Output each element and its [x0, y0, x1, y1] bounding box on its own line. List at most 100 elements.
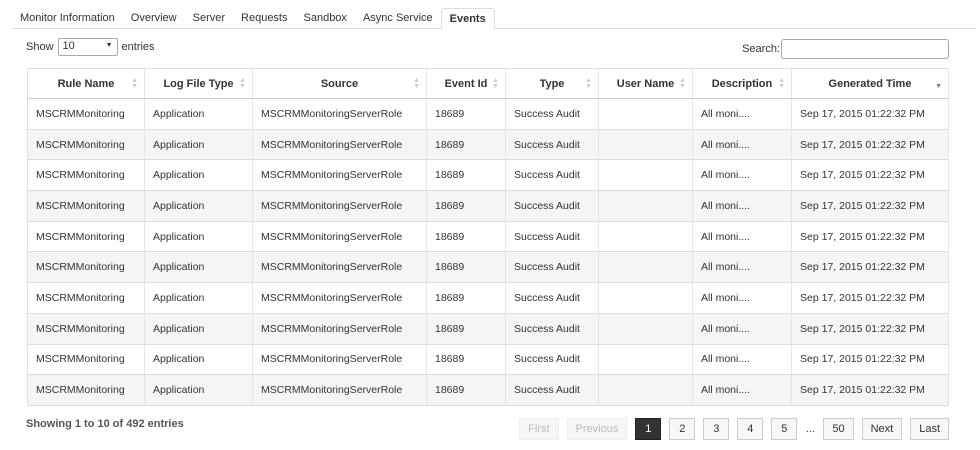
table-cell: 18689 — [426, 374, 506, 406]
table-cell: Sep 17, 2015 01:22:32 PM — [791, 313, 949, 345]
table-cell: Application — [144, 98, 253, 130]
table-info: Showing 1 to 10 of 492 entries — [26, 418, 184, 430]
tab[interactable]: Overview — [130, 12, 177, 24]
table-cell — [598, 159, 693, 192]
sort-icon: ▲ ▼ — [131, 77, 138, 90]
table-cell: All moni.... — [692, 313, 792, 345]
page-button: ... — [805, 423, 815, 435]
table-cell: MSCRMMonitoring — [27, 374, 145, 406]
table-cell — [598, 129, 693, 161]
table-cell: All moni.... — [692, 282, 792, 314]
column-header[interactable]: Type ▲ ▼ — [505, 68, 599, 99]
column-header[interactable]: Event Id ▲ ▼ — [426, 68, 506, 99]
table-cell: Application — [144, 221, 253, 253]
table-cell: Success Audit — [505, 159, 599, 192]
sort-icon: ▲ ▼ — [413, 77, 420, 90]
table-cell: Success Audit — [505, 129, 599, 161]
table-cell: MSCRMMonitoringServerRole — [252, 313, 427, 345]
page-button[interactable]: 5 — [771, 418, 798, 440]
table-cell: MSCRMMonitoringServerRole — [252, 374, 427, 406]
search-label: Search: — [742, 43, 780, 55]
search-input[interactable] — [781, 39, 949, 59]
tab[interactable]: Server — [192, 12, 226, 24]
sort-icon: ▲ ▼ — [492, 77, 499, 90]
sort-icon: ▲ ▼ — [585, 77, 592, 90]
page-button[interactable]: 1 — [635, 418, 662, 440]
table-cell: 18689 — [426, 98, 506, 130]
table-cell: Success Audit — [505, 251, 599, 284]
sort-icon: ▲ ▼ — [679, 77, 686, 90]
table-cell: Application — [144, 344, 253, 376]
tab[interactable]: Requests — [241, 12, 288, 24]
length-select[interactable]: 10 — [57, 38, 118, 56]
table-cell — [598, 98, 693, 130]
page-button[interactable]: Previous — [566, 418, 628, 440]
tab[interactable]: Async Service — [362, 12, 433, 24]
table-cell: MSCRMMonitoring — [27, 313, 145, 345]
table-cell: MSCRMMonitoring — [27, 98, 145, 130]
page-button[interactable]: Next — [861, 418, 903, 440]
column-header[interactable]: User Name ▲ ▼ — [598, 68, 693, 99]
table-cell — [598, 251, 693, 284]
tab[interactable]: Sandbox — [303, 12, 347, 24]
table-cell: 18689 — [426, 159, 506, 192]
column-header[interactable]: Log File Type ▲ ▼ — [144, 68, 253, 99]
table-cell: Application — [144, 159, 253, 192]
table-row: MSCRMMonitoring Application MSCRMMonitorin… — [27, 221, 949, 253]
page-button[interactable]: Last — [910, 418, 949, 440]
column-title: Log File Type — [163, 77, 234, 90]
table-cell — [598, 374, 693, 406]
page-button[interactable]: First — [519, 418, 559, 440]
column-header[interactable]: Generated Time ▼ — [791, 68, 949, 99]
table-cell: All moni.... — [692, 344, 792, 376]
table-cell: 18689 — [426, 190, 506, 222]
tab[interactable]: Monitor Information — [20, 12, 115, 24]
sort-icon: ▲ ▼ — [239, 77, 246, 90]
table-cell: Sep 17, 2015 01:22:32 PM — [791, 374, 949, 406]
table-cell: MSCRMMonitoringServerRole — [252, 159, 427, 192]
table-cell: All moni.... — [692, 129, 792, 161]
table-cell: 18689 — [426, 251, 506, 284]
table-cell: Application — [144, 129, 253, 161]
table-cell: 18689 — [426, 313, 506, 345]
table-row: MSCRMMonitoring Application MSCRMMonitorin… — [27, 282, 949, 314]
table-cell: Application — [144, 313, 253, 345]
page-button[interactable]: 4 — [737, 418, 764, 440]
table-cell — [598, 190, 693, 222]
column-header[interactable]: Source ▲ ▼ — [252, 68, 427, 99]
tab-bar: Monitor Information Overview Server Request… — [12, 8, 976, 30]
page-button[interactable]: 50 — [823, 418, 854, 440]
table-cell: MSCRMMonitoringServerRole — [252, 344, 427, 376]
column-title: Description — [711, 77, 773, 90]
pagination: First Previous 1 2 3 4 5... 50 Next Last — [519, 418, 949, 440]
table-cell: Sep 17, 2015 01:22:32 PM — [791, 221, 949, 253]
table-cell: All moni.... — [692, 159, 792, 192]
page-button[interactable]: 3 — [703, 418, 730, 440]
table-row: MSCRMMonitoring Application MSCRMMonitorin… — [27, 159, 949, 192]
table-cell: MSCRMMonitoring — [27, 129, 145, 161]
table-cell: Success Audit — [505, 221, 599, 253]
search: Search: — [742, 39, 949, 59]
table-cell — [598, 344, 693, 376]
page-button[interactable]: 2 — [669, 418, 696, 440]
table-cell — [598, 221, 693, 253]
table-cell: All moni.... — [692, 98, 792, 130]
table-row: MSCRMMonitoring Application MSCRMMonitorin… — [27, 344, 949, 376]
column-header[interactable]: Rule Name ▲ ▼ — [27, 68, 145, 99]
table-cell: Sep 17, 2015 01:22:32 PM — [791, 344, 949, 376]
table-cell: 18689 — [426, 344, 506, 376]
table-row: MSCRMMonitoring Application MSCRMMonitorin… — [27, 313, 949, 345]
table-row: MSCRMMonitoring Application MSCRMMonitorin… — [27, 374, 949, 406]
table-cell: MSCRMMonitoringServerRole — [252, 282, 427, 314]
table-row: MSCRMMonitoring Application MSCRMMonitorin… — [27, 190, 949, 222]
column-title: User Name — [616, 77, 675, 90]
table-cell: MSCRMMonitoring — [27, 159, 145, 192]
column-header[interactable]: Description ▲ ▼ — [692, 68, 792, 99]
table-cell: Success Audit — [505, 282, 599, 314]
length-control: Show 10 entries — [26, 38, 155, 56]
tab[interactable]: Events — [440, 8, 495, 30]
column-title: Type — [539, 77, 565, 90]
table-cell: 18689 — [426, 282, 506, 314]
table-cell: Sep 17, 2015 01:22:32 PM — [791, 282, 949, 314]
